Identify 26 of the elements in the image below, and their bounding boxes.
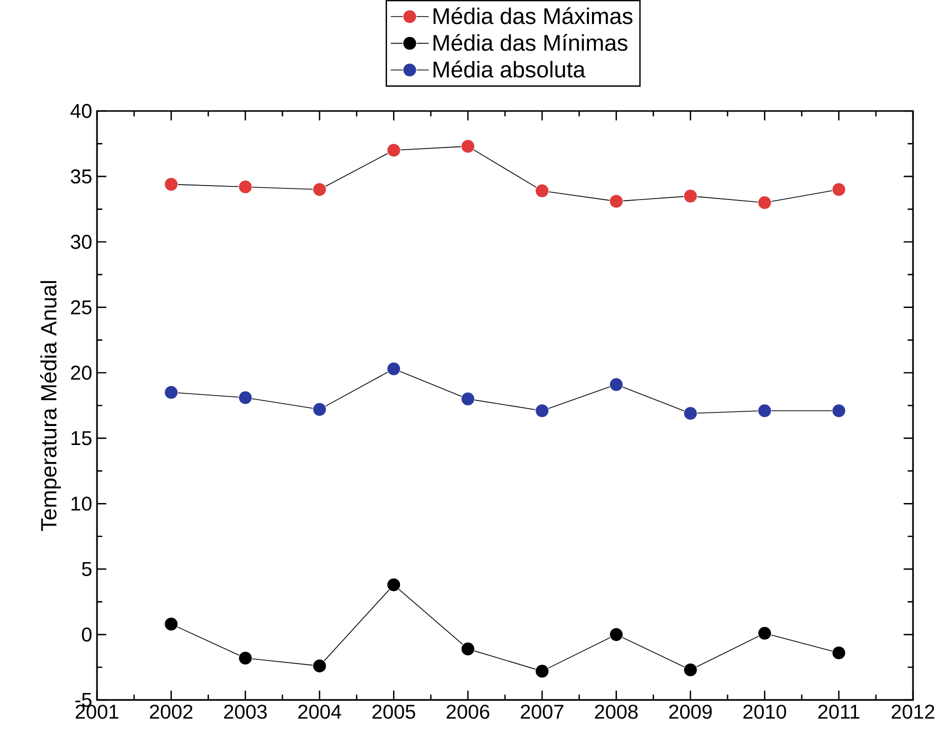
legend-label: Média das Mínimas [434,34,628,51]
x-tick-label: 2011 [818,704,860,719]
y-tick-label: 15 [72,431,92,446]
x-tick-label: 2005 [372,704,416,719]
x-tick-label: 2008 [595,704,638,719]
y-tick-label: 10 [72,496,92,511]
x-tick-label: 2001 [76,704,118,719]
x-tick-label: 2002 [150,704,192,719]
y-axis-title: Temperatura Média Anual [40,281,61,531]
x-tick-label: 2007 [520,704,564,719]
x-tick-label: 2009 [669,704,712,719]
y-tick-label: 40 [70,104,92,118]
y-tick-label: -5 [75,693,92,707]
x-tick-label: 2010 [743,704,786,719]
x-tick-label: 2012 [892,704,934,719]
x-tick-label: 2006 [446,704,490,719]
y-tick-label: 20 [71,366,92,380]
x-tick-label: 2003 [224,704,267,719]
legend-label: Média absoluta [434,60,586,78]
y-tick-label: 5 [82,562,92,576]
y-tick-label: 25 [71,300,92,314]
y-tick-label: 0 [82,627,92,642]
x-tick-label: 2004 [298,704,342,719]
legend-label: Média das Máximas [434,7,632,24]
y-tick-label: 35 [70,169,92,184]
y-tick-label: 30 [70,234,92,249]
